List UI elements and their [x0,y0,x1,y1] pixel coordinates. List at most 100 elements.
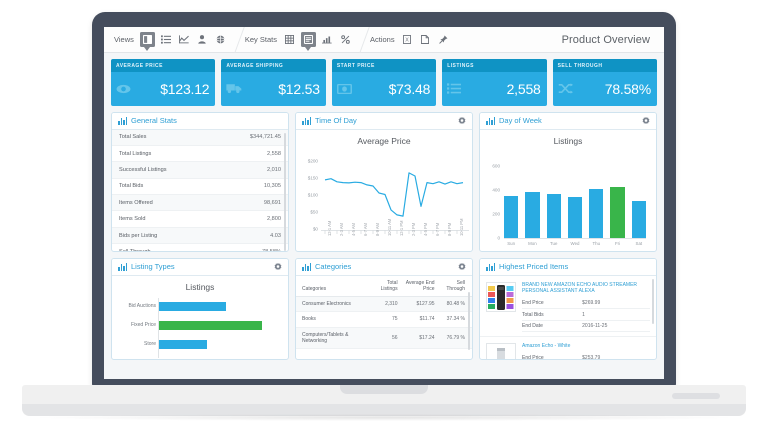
bar[interactable] [631,200,646,238]
percent-icon[interactable] [339,33,352,46]
list-item: Total Listings 2,558 [112,146,288,163]
panel-title: Highest Priced Items [499,262,569,271]
bar-plot: 600 400 200 0 Sun Mon Tue Wed Thu Fri Sat [480,148,656,251]
column-header-total-listings: Total Listings [369,275,402,297]
product-info: BRAND NEW AMAZON ECHO AUDIO STREAMER PER… [522,282,650,333]
chart-title: Average Price [357,135,411,146]
stat-value: 98,691 [263,199,281,206]
panel-title: Categories [315,262,352,271]
gear-icon[interactable] [642,116,650,125]
bar[interactable] [159,301,226,311]
pdf-export-icon[interactable] [419,33,432,46]
bar[interactable] [525,191,540,238]
bar[interactable] [546,194,561,238]
detail-label: End Date [522,320,583,333]
bar-row: Bid Auctions [112,301,288,311]
x-tick-label: 8-9 AM [375,222,380,236]
list-item: Total Bids 10,305 [112,179,288,196]
list-item[interactable]: BRAND NEW AMAZON ECHO AUDIO STREAMER PER… [480,276,656,338]
table-row: End Date 2016-11-25 [522,320,650,333]
listing-types-chart: Listings Bid Auctions Fixed Price Store [112,276,288,359]
stat-value: 2,010 [267,166,281,173]
person-icon[interactable] [196,33,209,46]
y-tick: $100 [307,192,318,197]
detail-label: End Price [522,298,583,310]
bar-chart-icon [302,262,311,271]
x-tick-label: Thu [592,240,601,246]
categories-table-wrap[interactable]: Categories Total Listings Average End Pr… [296,275,472,359]
kpi-card-sell-through[interactable]: SELL THROUGH 78.58% [552,59,658,106]
excel-export-icon[interactable]: X [401,33,414,46]
gear-icon[interactable] [274,262,282,271]
grid-icon[interactable] [283,33,296,46]
list-item[interactable]: Amazon Echo - White End Price $253.79 [480,337,656,359]
bar[interactable] [567,197,583,238]
product-name-link[interactable]: BRAND NEW AMAZON ECHO AUDIO STREAMER PER… [522,281,638,295]
scrollbar-thumb[interactable] [283,132,286,251]
highest-priced-list[interactable]: BRAND NEW AMAZON ECHO AUDIO STREAMER PER… [480,276,656,359]
cell-total-listings: 56 [369,327,402,349]
stat-label: Items Offered [119,199,153,206]
bar-chart-icon [118,262,127,271]
panel-header: Day of Week [480,112,656,130]
laptop-shadow [38,414,730,421]
y-tick: $150 [307,175,318,180]
panel-title: Listing Types [131,262,175,271]
globe-icon[interactable] [214,33,227,46]
kpi-card-start-price[interactable]: START PRICE $73.48 [331,59,437,106]
cell-avg-end-price: $11.74 [401,311,439,328]
line-chart-icon[interactable] [178,33,191,46]
page-title: Product Overview [561,33,650,46]
kpi-card-average-price[interactable]: AVERAGE PRICE $123.12 [111,59,216,106]
toolbar-divider-1 [225,27,245,53]
general-stats-list[interactable]: Total Sales $344,721.45 Total Listings 2… [112,129,288,251]
bar[interactable] [159,339,207,349]
bar-chart-icon[interactable] [321,33,334,46]
product-name-link[interactable]: Amazon Echo - White [522,343,571,350]
list-item: Bids per Listing 4.03 [112,227,288,245]
gear-icon[interactable] [458,262,466,271]
scrollbar-thumb[interactable] [651,278,654,324]
cell-sell-through: 80.48 % [438,296,472,313]
stat-value: 78.58% [262,249,281,251]
list-item: Sell Through 78.58% [112,244,288,251]
chart-title: Listings [553,135,583,146]
kpi-card-listings[interactable]: LISTINGS 2,558 [442,59,547,106]
chart-title: Listings [185,281,215,292]
cell-category: Books [296,311,370,328]
kpi-title: SELL THROUGH [552,59,658,72]
toolbar-divider-2 [350,27,370,53]
bar[interactable] [589,188,604,238]
kpi-card-average-shipping[interactable]: AVERAGE SHIPPING $12.53 [221,59,326,106]
bar[interactable] [610,187,625,238]
dashboard-screen: Views Key Stats [104,27,664,379]
cell-avg-end-price: $127.95 [401,296,439,313]
panel-row-1: General Stats Total Sales $344,721.45 To… [104,106,664,252]
y-tick: $50 [310,209,318,214]
stat-value: 2,558 [267,150,281,157]
panel-time-of-day: Time Of Day Average Price $200 $150 $100… [295,111,473,252]
stat-value: 2,800 [267,216,281,223]
scrollbar-thumb[interactable] [467,291,470,350]
cell-avg-end-price: $17.24 [401,327,439,349]
bar-chart-icon [486,116,495,125]
x-tick-label: 2-3 PM [411,222,416,236]
list-icon[interactable] [160,33,173,46]
money-icon [336,83,352,94]
bar[interactable] [504,195,519,238]
list-icon [447,83,462,94]
shuffle-icon [558,83,573,94]
kpi-body: $123.12 [111,71,216,106]
report-icon[interactable] [139,32,155,51]
panel-header: Highest Priced Items [480,258,656,276]
pin-icon[interactable] [437,33,450,46]
gear-icon[interactable] [458,116,466,125]
kpi-body: 2,558 [442,71,547,106]
summary-icon[interactable] [300,32,316,51]
stat-label: Total Listings [119,150,152,157]
panel-header: Time Of Day [296,112,472,130]
column-header-sell-through: Sell Through [438,275,472,297]
bar-row: Store [112,339,288,349]
bar[interactable] [159,320,262,330]
x-tick-label: 6-7 AM [363,222,368,236]
